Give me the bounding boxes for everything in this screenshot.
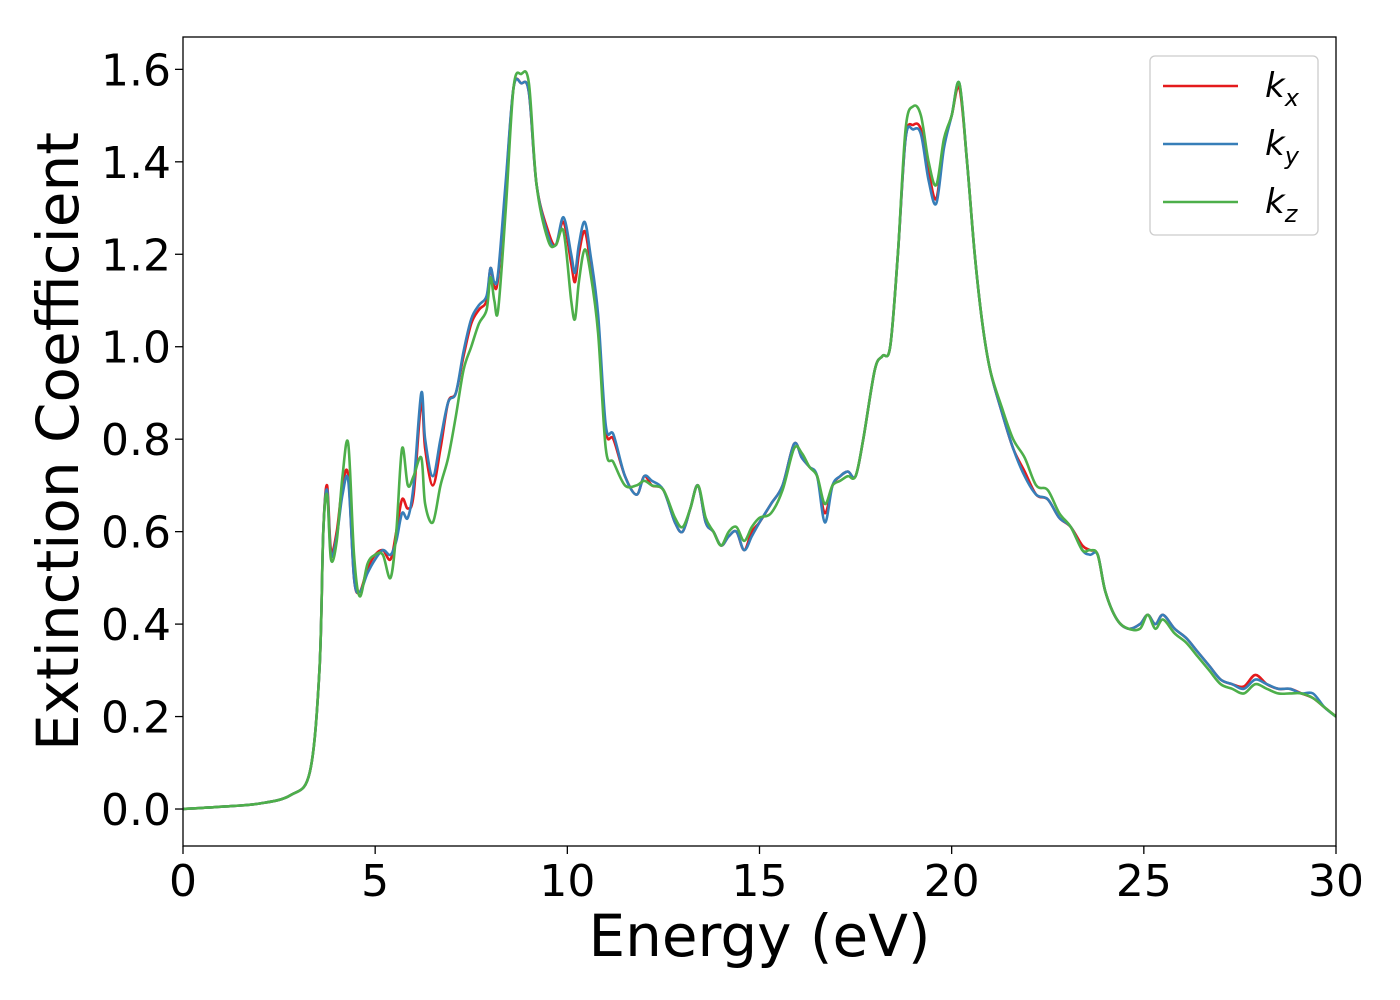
- legend-label-x: kx: [1265, 66, 1300, 112]
- y-tick-label: 1.4: [101, 138, 171, 189]
- x-tick-label: 25: [1116, 856, 1172, 907]
- legend: kx ky kz: [1149, 55, 1319, 236]
- y-tick-label: 0.0: [101, 785, 171, 836]
- y-axis-title: Extinction Coefficient: [24, 132, 92, 751]
- y-axis: 0.0 0.2 0.4 0.6 0.8 1.0 1.2 1.4 1.6: [101, 45, 183, 836]
- y-tick-label: 0.4: [101, 600, 171, 651]
- x-axis-title: Energy (eV): [588, 902, 930, 970]
- x-tick-label: 30: [1308, 856, 1364, 907]
- x-tick-label: 15: [732, 856, 788, 907]
- x-tick-label: 5: [361, 856, 389, 907]
- y-tick-label: 1.2: [101, 230, 171, 281]
- series-line-z: [183, 70, 1336, 811]
- legend-label-z: kz: [1265, 182, 1299, 228]
- y-tick-label: 0.6: [101, 508, 171, 559]
- y-tick-label: 1.6: [101, 45, 171, 96]
- y-tick-label: 0.2: [101, 693, 171, 744]
- y-tick-label: 1.0: [101, 323, 171, 374]
- x-tick-label: 10: [539, 856, 595, 907]
- x-tick-label: 20: [924, 856, 980, 907]
- y-tick-label: 0.8: [101, 415, 171, 466]
- legend-label-y: ky: [1265, 124, 1300, 170]
- legend-box: [1149, 55, 1319, 236]
- series-lines: [183, 70, 1336, 811]
- x-tick-label: 0: [169, 856, 197, 907]
- x-axis: 0 5 10 15 20 25 30: [169, 846, 1364, 907]
